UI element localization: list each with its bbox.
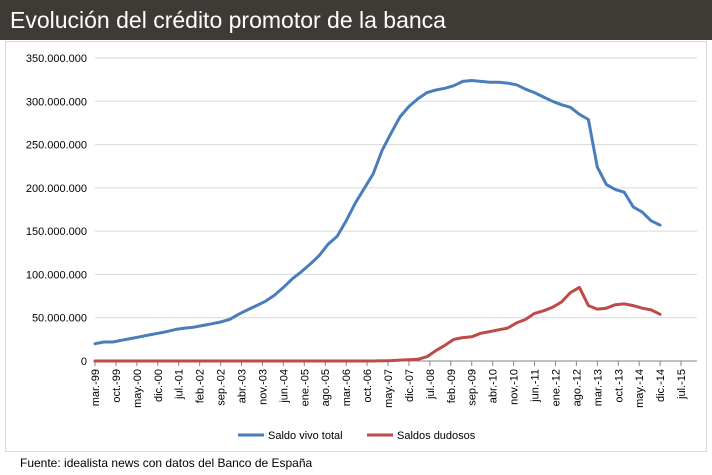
x-tick-label: may.-07: [383, 369, 395, 408]
x-tick-label: abr.-10: [488, 369, 500, 403]
chart-frame: [5, 41, 707, 452]
x-tick-label: sep.-02: [216, 369, 228, 406]
legend-label: Saldos dudosos: [397, 430, 476, 442]
x-tick-label: mar.-99: [90, 369, 102, 406]
x-tick-label: ene.-05: [299, 369, 311, 406]
series-line-saldo-vivo-total: [93, 79, 662, 346]
title-bar: Evolución del crédito promotor de la ban…: [0, 0, 712, 40]
y-tick-label: 150.000.000: [26, 226, 87, 238]
y-tick-label: 50.000.000: [32, 313, 87, 325]
y-axis-labels: 0 50.000.000 100.000.000 150.000.000 200.000…: [26, 53, 87, 368]
x-tick-label: ene.-12: [550, 369, 562, 406]
legend-item-saldos-dudosos: Saldos dudosos: [367, 430, 476, 442]
x-tick-label: jun.-04: [278, 369, 290, 404]
x-tick-label: ago.-05: [320, 369, 332, 406]
x-tick-label: mar.-06: [341, 369, 353, 406]
x-tick-label: feb.-09: [446, 369, 458, 403]
x-tick-label: dic.-00: [153, 369, 165, 402]
legend-item-saldo-vivo-total: Saldo vivo total: [238, 430, 343, 442]
x-tick-label: dic.-07: [404, 369, 416, 402]
x-tick-label: abr.-03: [237, 369, 249, 403]
y-tick-label: 300.000.000: [26, 96, 87, 108]
x-tick-label: may.-00: [132, 369, 144, 408]
x-tick-label: sep.-09: [467, 369, 479, 406]
x-tick-label: feb.-02: [195, 369, 207, 403]
series-lines: [93, 79, 662, 363]
y-tick-label: 100.000.000: [26, 269, 87, 281]
x-tick-label: oct.-99: [111, 369, 123, 403]
x-axis-labels: mar.-99 oct.-99 may.-00 dic.-00 jul.-01 feb.-…: [90, 369, 688, 408]
x-tick-label: nov.-10: [509, 369, 521, 405]
legend-label: Saldo vivo total: [268, 430, 343, 442]
x-tick-label: jul.-01: [174, 369, 186, 400]
x-tick-label: dic.-14: [655, 369, 667, 402]
series-line-saldos-dudosos: [93, 285, 662, 363]
x-tick-label: mar.-13: [592, 369, 604, 406]
source-note: Fuente: idealista news con datos del Ban…: [20, 456, 313, 470]
x-tick-label: may.-14: [634, 369, 646, 408]
y-tick-label: 350.000.000: [26, 53, 87, 65]
x-tick-label: nov.-03: [257, 369, 269, 405]
x-tick-label: oct.-06: [362, 369, 374, 403]
x-tick-label: jul.-15: [676, 369, 688, 400]
y-tick-label: 250.000.000: [26, 140, 87, 152]
page-title: Evolución del crédito promotor de la ban…: [10, 7, 446, 33]
x-tick-label: ago.-12: [571, 369, 583, 406]
x-tick-label: jul.-08: [425, 369, 437, 400]
legend: Saldo vivo total Saldos dudosos: [238, 430, 476, 442]
x-tick-label: oct.-13: [613, 369, 625, 403]
x-tick-label: jun.-11: [530, 369, 542, 403]
y-tick-label: 0: [81, 356, 87, 368]
credit-chart: 0 50.000.000 100.000.000 150.000.000 200.000…: [26, 53, 697, 442]
grid-lines: [95, 57, 697, 319]
y-tick-label: 200.000.000: [26, 183, 87, 195]
